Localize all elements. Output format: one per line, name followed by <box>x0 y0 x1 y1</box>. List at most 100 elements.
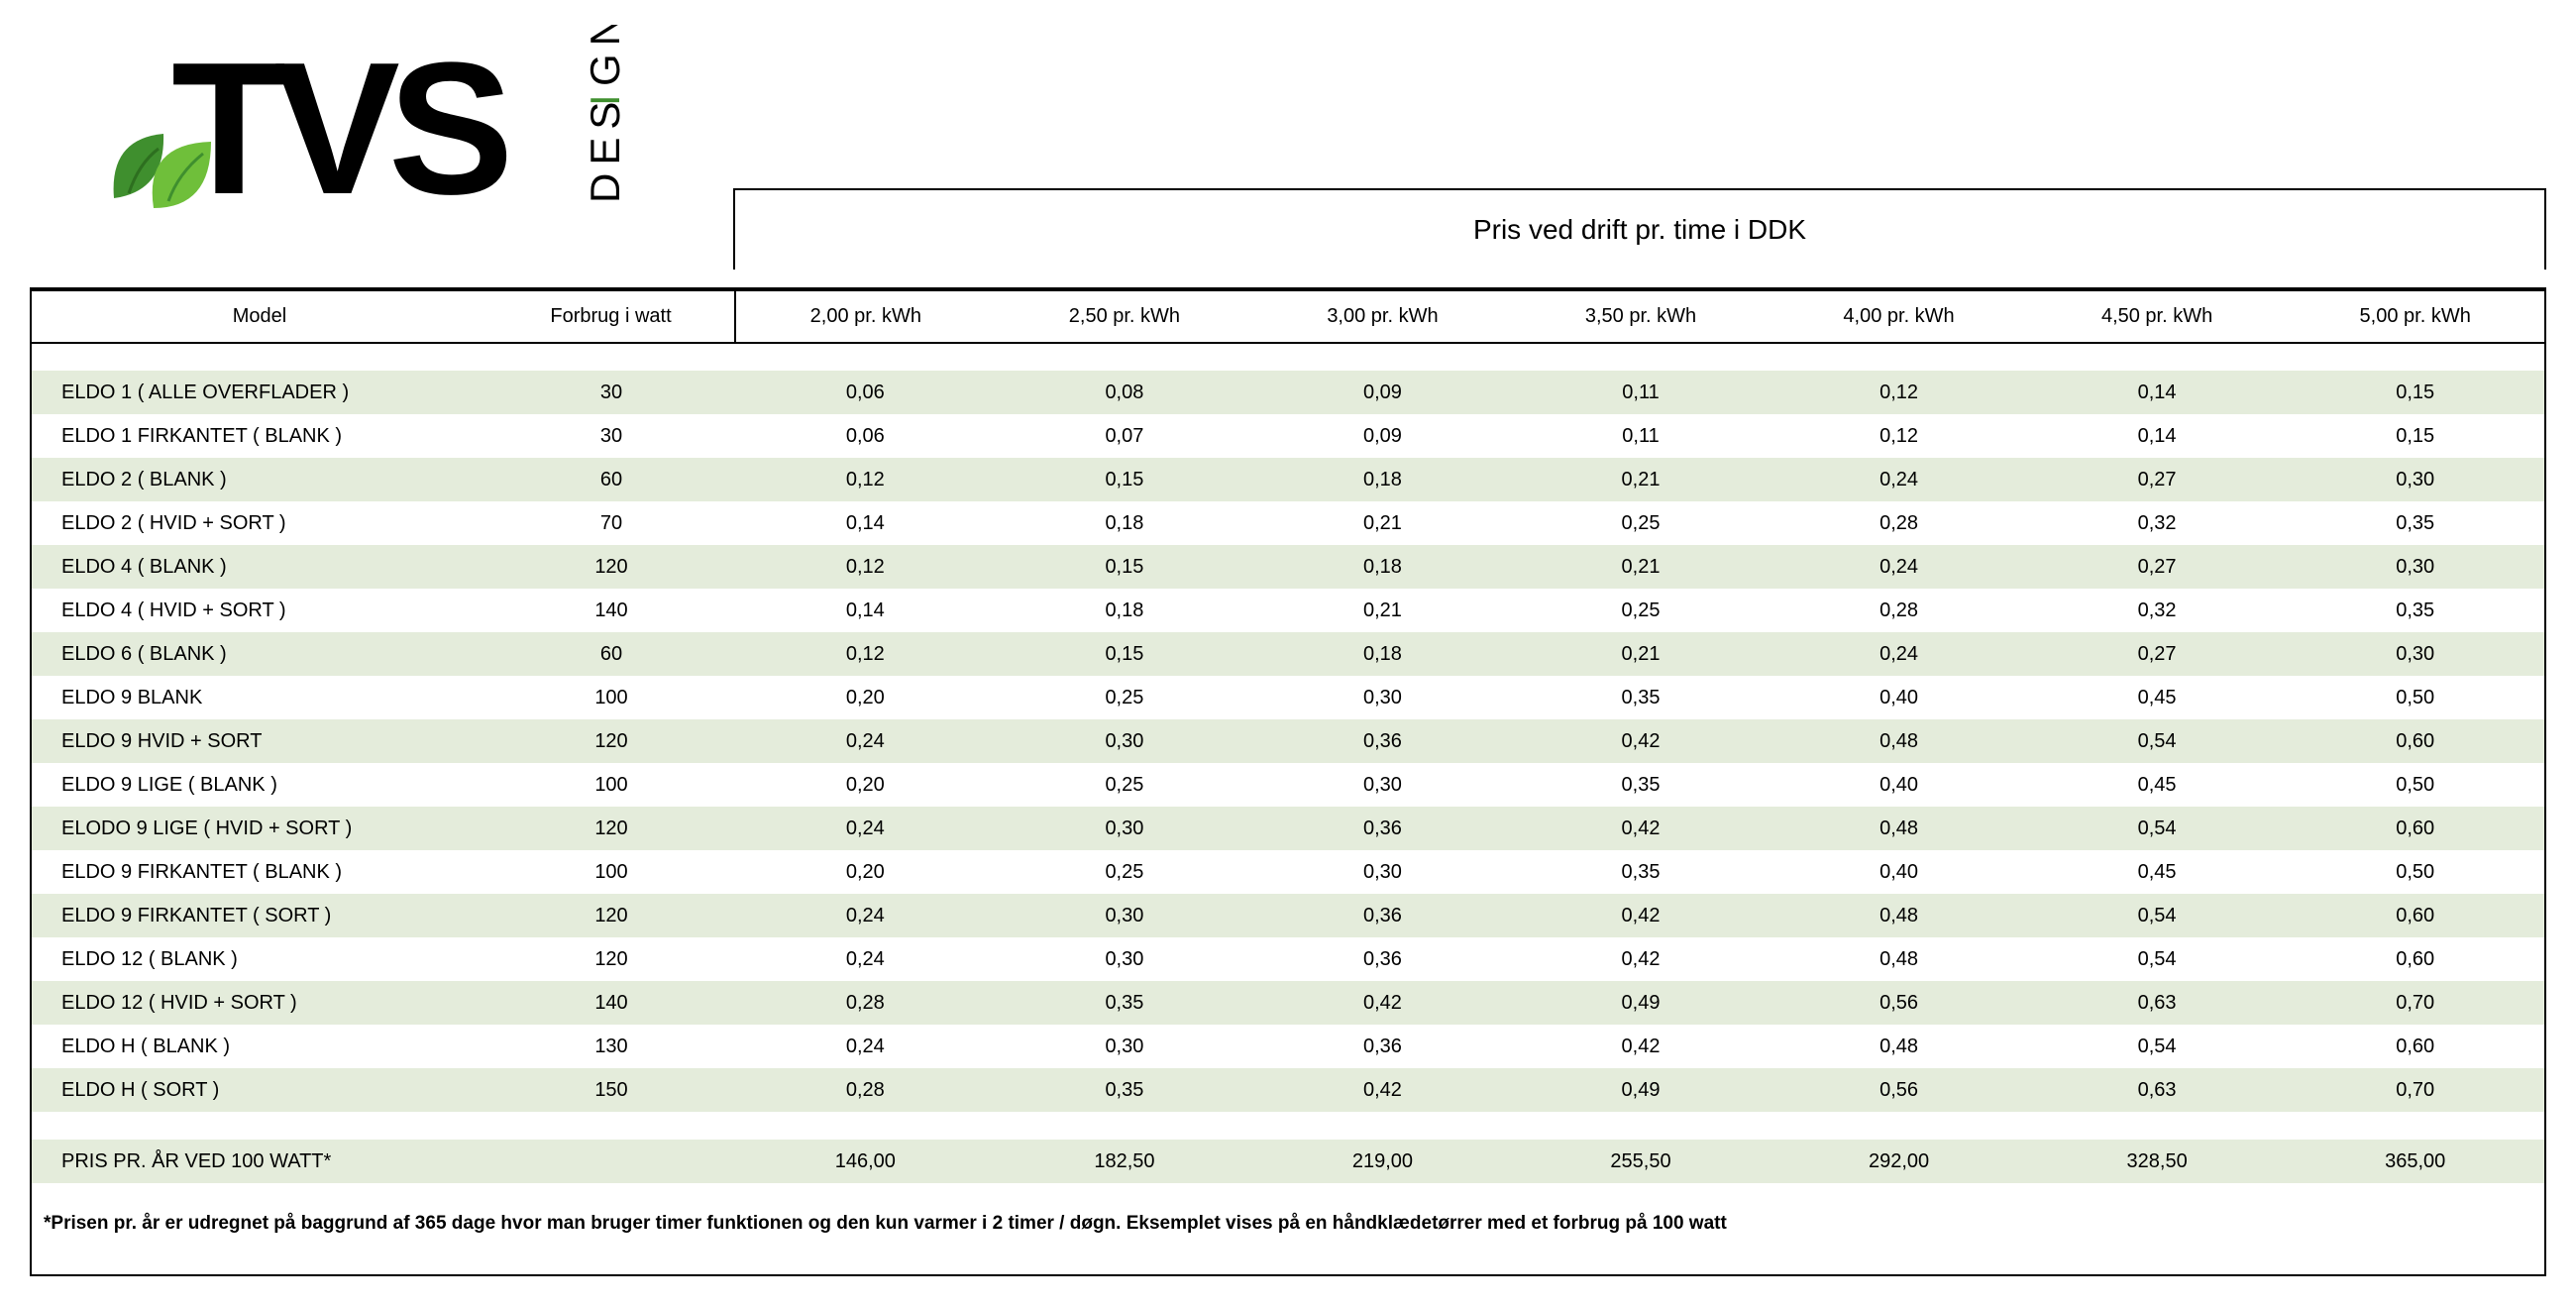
table-row-6-model: ELDO 6 ( BLANK ) <box>32 632 487 676</box>
table-row-12-watt: 120 <box>487 894 735 937</box>
yearly-row-price-4: 292,00 <box>1770 1140 2028 1183</box>
table-row-11: ELDO 9 FIRKANTET ( BLANK )1000,200,250,3… <box>32 850 2544 894</box>
table-row-5-price-0: 0,14 <box>735 589 996 632</box>
table-row-1-price-0: 0,06 <box>735 414 996 458</box>
table-row-16-price-0: 0,28 <box>735 1068 996 1112</box>
table-row-8-watt: 120 <box>487 719 735 763</box>
table-row-2-price-3: 0,21 <box>1512 458 1771 501</box>
table-row-13-price-5: 0,54 <box>2028 937 2287 981</box>
table-row-13-price-6: 0,60 <box>2286 937 2544 981</box>
table-row-2-model: ELDO 2 ( BLANK ) <box>32 458 487 501</box>
table-row-3-price-5: 0,32 <box>2028 501 2287 545</box>
table-row-16-price-3: 0,49 <box>1512 1068 1771 1112</box>
table-row-7-price-5: 0,45 <box>2028 676 2287 719</box>
table-row-0-watt: 30 <box>487 371 735 414</box>
table-row-10: ELODO 9 LIGE ( HVID + SORT )1200,240,300… <box>32 807 2544 850</box>
table-row-10-model: ELODO 9 LIGE ( HVID + SORT ) <box>32 807 487 850</box>
table-row-12-price-1: 0,30 <box>996 894 1254 937</box>
table-row-14-price-1: 0,35 <box>996 981 1254 1025</box>
table-row-7-price-4: 0,40 <box>1770 676 2028 719</box>
table-row-8-price-2: 0,36 <box>1253 719 1512 763</box>
table-row-13-watt: 120 <box>487 937 735 981</box>
table-row-1-price-3: 0,11 <box>1512 414 1771 458</box>
table-row-14-model: ELDO 12 ( HVID + SORT ) <box>32 981 487 1025</box>
table-row-12-model: ELDO 9 FIRKANTET ( SORT ) <box>32 894 487 937</box>
table-row-7-price-0: 0,20 <box>735 676 996 719</box>
table-row-6: ELDO 6 ( BLANK )600,120,150,180,210,240,… <box>32 632 2544 676</box>
table-row-5-price-3: 0,25 <box>1512 589 1771 632</box>
table-row-3-price-0: 0,14 <box>735 501 996 545</box>
table-row-16-model: ELDO H ( SORT ) <box>32 1068 487 1112</box>
table-row-1-price-5: 0,14 <box>2028 414 2287 458</box>
table-row-3-price-4: 0,28 <box>1770 501 2028 545</box>
table-row-5: ELDO 4 ( HVID + SORT )1400,140,180,210,2… <box>32 589 2544 632</box>
table-row-12-price-5: 0,54 <box>2028 894 2287 937</box>
table-row-9-price-4: 0,40 <box>1770 763 2028 807</box>
table-row-13-price-2: 0,36 <box>1253 937 1512 981</box>
table-row-13-price-1: 0,30 <box>996 937 1254 981</box>
table-body: ELDO 1 ( ALLE OVERFLADER )300,060,080,09… <box>32 343 2544 1183</box>
table-row-0-price-2: 0,09 <box>1253 371 1512 414</box>
table-row-8-price-6: 0,60 <box>2286 719 2544 763</box>
table-row-13-price-3: 0,42 <box>1512 937 1771 981</box>
table-row-3-price-1: 0,18 <box>996 501 1254 545</box>
table-row-9-model: ELDO 9 LIGE ( BLANK ) <box>32 763 487 807</box>
table-row-12-price-0: 0,24 <box>735 894 996 937</box>
table-row-5-price-2: 0,21 <box>1253 589 1512 632</box>
table-row-5-price-1: 0,18 <box>996 589 1254 632</box>
logo: TVS DES I GN <box>94 25 649 223</box>
table-row-8: ELDO 9 HVID + SORT1200,240,300,360,420,4… <box>32 719 2544 763</box>
table-row-12: ELDO 9 FIRKANTET ( SORT )1200,240,300,36… <box>32 894 2544 937</box>
table-row-9-price-5: 0,45 <box>2028 763 2287 807</box>
table-row-16-price-4: 0,56 <box>1770 1068 2028 1112</box>
yearly-row-price-1: 182,50 <box>996 1140 1254 1183</box>
table-header-row: Model Forbrug i watt 2,00 pr. kWh 2,50 p… <box>32 290 2544 343</box>
table-row-4-model: ELDO 4 ( BLANK ) <box>32 545 487 589</box>
svg-text:TVS: TVS <box>171 25 507 223</box>
table-row-12-price-4: 0,48 <box>1770 894 2028 937</box>
table-row-4-price-5: 0,27 <box>2028 545 2287 589</box>
header-model: Model <box>32 290 487 343</box>
table-row-1-watt: 30 <box>487 414 735 458</box>
table-row-10-price-3: 0,42 <box>1512 807 1771 850</box>
price-table: Model Forbrug i watt 2,00 pr. kWh 2,50 p… <box>32 289 2544 1183</box>
table-row-1-price-2: 0,09 <box>1253 414 1512 458</box>
table-row-2-price-6: 0,30 <box>2286 458 2544 501</box>
table-row-6-watt: 60 <box>487 632 735 676</box>
svg-text:DES: DES <box>582 94 628 203</box>
header-price-4: 4,00 pr. kWh <box>1770 290 2028 343</box>
svg-text:I: I <box>582 86 628 106</box>
header-price-0: 2,00 pr. kWh <box>735 290 996 343</box>
table-row-10-price-2: 0,36 <box>1253 807 1512 850</box>
table-row-8-price-1: 0,30 <box>996 719 1254 763</box>
table-row-15-price-1: 0,30 <box>996 1025 1254 1068</box>
spacer-row <box>32 343 2544 371</box>
table-row-5-price-4: 0,28 <box>1770 589 2028 632</box>
table-row-0-price-6: 0,15 <box>2286 371 2544 414</box>
table-row-2-watt: 60 <box>487 458 735 501</box>
table-row-11-price-4: 0,40 <box>1770 850 2028 894</box>
table-row-14-price-3: 0,49 <box>1512 981 1771 1025</box>
table-row-7-price-6: 0,50 <box>2286 676 2544 719</box>
table-row-3-price-3: 0,25 <box>1512 501 1771 545</box>
table-row-8-price-4: 0,48 <box>1770 719 2028 763</box>
table-row-6-price-1: 0,15 <box>996 632 1254 676</box>
table-row-16-price-5: 0,63 <box>2028 1068 2287 1112</box>
header-price-5: 4,50 pr. kWh <box>2028 290 2287 343</box>
table-row-16-price-6: 0,70 <box>2286 1068 2544 1112</box>
table-row-1-price-6: 0,15 <box>2286 414 2544 458</box>
yearly-row-price-5: 328,50 <box>2028 1140 2287 1183</box>
table-row-1-price-4: 0,12 <box>1770 414 2028 458</box>
yearly-row-price-0: 146,00 <box>735 1140 996 1183</box>
table-frame: Model Forbrug i watt 2,00 pr. kWh 2,50 p… <box>30 287 2546 1276</box>
table-row-0-price-4: 0,12 <box>1770 371 2028 414</box>
table-row-10-price-0: 0,24 <box>735 807 996 850</box>
table-row-13-price-0: 0,24 <box>735 937 996 981</box>
table-row-9-watt: 100 <box>487 763 735 807</box>
table-row-9-price-3: 0,35 <box>1512 763 1771 807</box>
table-row-12-price-3: 0,42 <box>1512 894 1771 937</box>
table-row-1: ELDO 1 FIRKANTET ( BLANK )300,060,070,09… <box>32 414 2544 458</box>
table-row-16-price-2: 0,42 <box>1253 1068 1512 1112</box>
table-row-3: ELDO 2 ( HVID + SORT )700,140,180,210,25… <box>32 501 2544 545</box>
table-row-10-price-4: 0,48 <box>1770 807 2028 850</box>
